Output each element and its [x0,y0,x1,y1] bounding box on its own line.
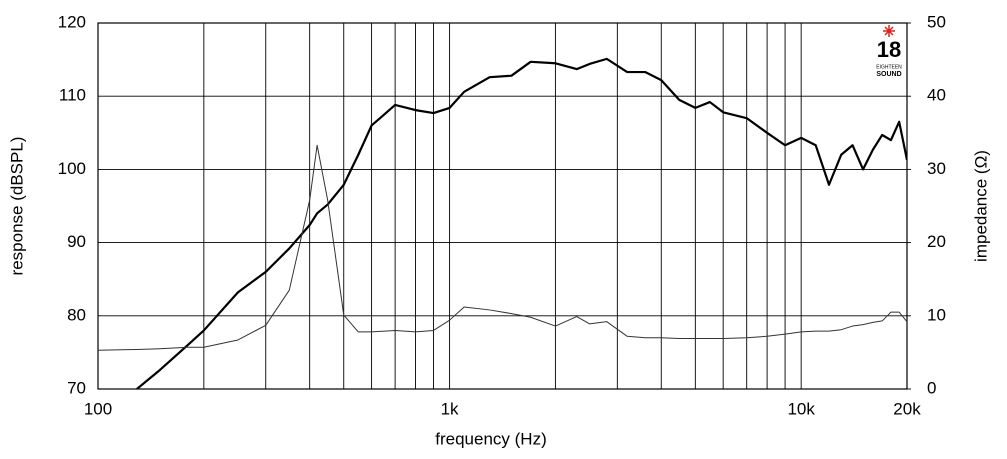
y-tick-label: 110 [59,86,86,105]
x-tick-label: 100 [84,399,112,418]
y-tick-label: 120 [58,12,86,31]
series-line [98,144,907,351]
logo-number: 18 [877,37,901,62]
y2-tick-label: 0 [927,378,936,397]
x-axis-title: frequency (Hz) [435,429,546,448]
y2-axis-title: impedance (Ω) [971,150,990,262]
logo-top: EIGHTEEN [876,64,902,70]
x-tick-label: 20k [893,399,921,418]
x-tick-label: 10k [787,399,815,418]
y2-tick-label: 30 [927,159,946,178]
logo: 18 EIGHTEEN SOUND [876,25,902,78]
y-tick-label: 90 [67,232,86,251]
y2-tick-label: 40 [927,86,946,105]
series-line [136,57,907,389]
y-tick-label: 80 [67,305,86,324]
y-tick-label: 100 [58,159,86,178]
y2-tick-label: 50 [927,12,946,31]
y-axis-title: response (dBSPL) [7,137,26,276]
y2-tick-label: 20 [927,232,946,251]
x-tick-label: 1k [441,399,459,418]
y-tick-label: 70 [67,378,86,397]
logo-bottom: SOUND [876,71,901,78]
logo-star [883,25,895,37]
y2-tick-label: 10 [927,305,946,324]
